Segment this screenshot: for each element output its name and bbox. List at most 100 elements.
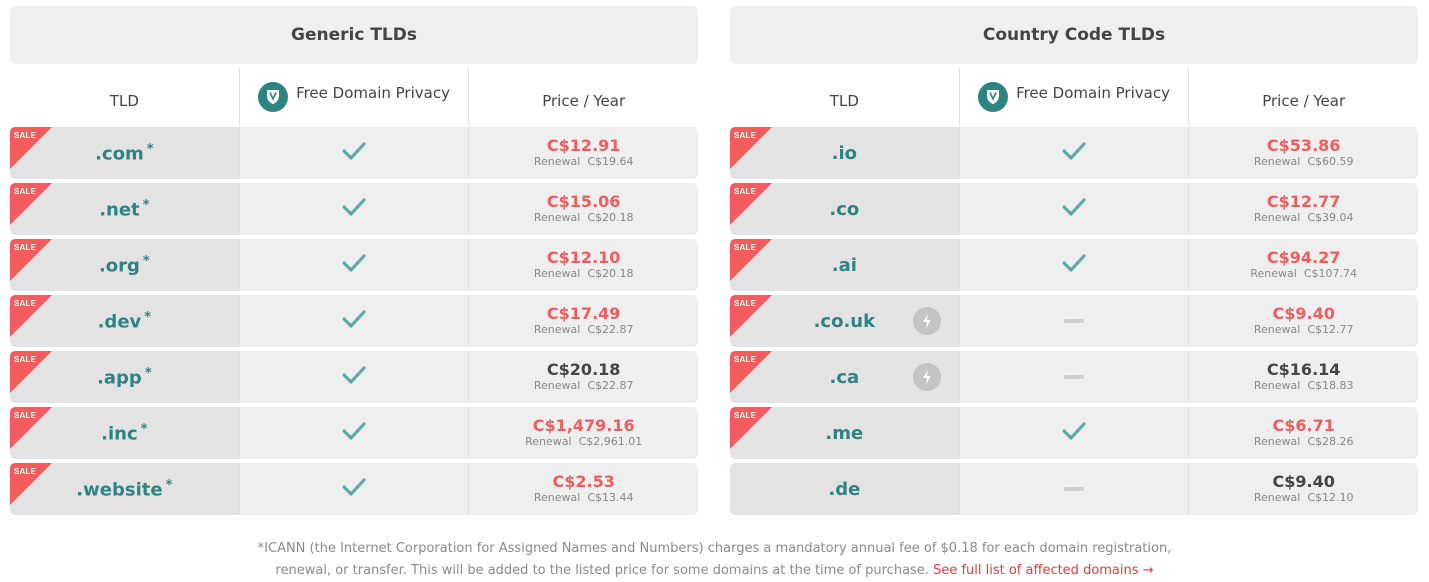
column-headers: TLD Free Domain Privacy Price / Year (10, 68, 698, 126)
sale-ribbon (10, 463, 52, 505)
table-row[interactable]: SALE .app * C$20.18 Renewal C$22.87 (10, 351, 698, 403)
tld-cell: SALE .com * (10, 127, 239, 179)
privacy-cell (238, 239, 470, 291)
renewal-price: Renewal C$20.18 (534, 267, 634, 281)
tld-name: .dev (97, 311, 142, 333)
renewal-price: Renewal C$22.87 (533, 322, 634, 337)
renewal-value: C$19.64 (587, 154, 634, 168)
renewal-price: Renewal C$13.44 (534, 491, 634, 505)
privacy-cell (238, 351, 470, 403)
tld-name: .me (825, 422, 864, 444)
tld-name: .de (828, 478, 861, 500)
country-code-tld-rows: SALE .io C$53.86 Renewal C$60.59 SALE .co C$12… (730, 127, 1418, 515)
tld-name: .com (95, 143, 144, 165)
tld-name-wrap: .app * (97, 366, 152, 388)
privacy-cell (958, 127, 1190, 179)
icann-asterisk: * (146, 141, 154, 157)
icann-asterisk: * (140, 421, 148, 437)
lightning-icon[interactable] (912, 363, 941, 391)
privacy-cell (238, 463, 470, 515)
tld-cell: SALE .co (730, 183, 959, 235)
renewal-label: Renewal (1250, 266, 1297, 280)
table-row[interactable]: SALE .dev * C$17.49 Renewal C$22.87 (10, 295, 698, 347)
sale-ribbon (730, 407, 772, 449)
tld-cell: SALE .inc * (10, 407, 239, 459)
tld-cell: SALE .net * (10, 183, 239, 235)
privacy-column-header: Free Domain Privacy (958, 68, 1190, 126)
tld-name: .app (97, 367, 142, 389)
country-code-tlds-panel: Country Code TLDs TLD Free Domain Privac… (730, 6, 1418, 519)
sale-ribbon (10, 295, 52, 337)
table-row[interactable]: SALE .co C$12.77 Renewal C$39.04 (730, 183, 1418, 235)
price-cell: C$12.91 Renewal C$19.64 (469, 127, 698, 179)
price: C$9.40 (1272, 304, 1335, 324)
renewal-price: Renewal C$12.10 (1254, 491, 1354, 505)
table-row[interactable]: SALE .org * C$12.10 Renewal C$20.18 (10, 239, 698, 291)
lightning-icon[interactable] (912, 307, 941, 335)
privacy-column-header: Free Domain Privacy (238, 68, 470, 126)
tld-name: .website (76, 479, 163, 501)
sale-ribbon (730, 183, 772, 225)
price-cell: C$12.10 Renewal C$20.18 (469, 239, 698, 291)
sale-ribbon (730, 295, 772, 337)
renewal-label: Renewal (1253, 154, 1301, 168)
tld-column-header: TLD (109, 92, 139, 110)
sale-label: SALE (734, 243, 757, 252)
privacy-column-label: Free Domain Privacy (296, 84, 450, 102)
table-row[interactable]: SALE .net * C$15.06 Renewal C$20.18 (10, 183, 698, 235)
table-row[interactable]: SALE .io C$53.86 Renewal C$60.59 (730, 127, 1418, 179)
table-row[interactable]: SALE .website * C$2.53 Renewal C$13.44 (10, 463, 698, 515)
affected-domains-link[interactable]: See full list of affected domains → (933, 563, 1154, 578)
table-row[interactable]: SALE .me C$6.71 Renewal C$28.26 (730, 407, 1418, 459)
price-cell: C$2.53 Renewal C$13.44 (469, 463, 698, 515)
tld-name: .ai (831, 254, 857, 276)
checkmark-icon (341, 477, 367, 501)
tld-name-wrap: .de (828, 479, 860, 500)
renewal-label: Renewal (533, 378, 581, 392)
checkmark-icon (1061, 197, 1087, 221)
price-cell: C$9.40 Renewal C$12.77 (1189, 295, 1418, 347)
table-row[interactable]: .de C$9.40 Renewal C$12.10 (730, 463, 1418, 515)
checkmark-icon (341, 309, 367, 333)
tld-name-wrap: .co (829, 199, 859, 220)
renewal-price: Renewal C$22.87 (533, 378, 634, 393)
renewal-price: Renewal C$60.59 (1253, 154, 1354, 169)
tld-name: .org (98, 255, 140, 277)
tld-name-wrap: .co.uk (814, 311, 876, 332)
renewal-label: Renewal (533, 322, 581, 336)
privacy-cell (958, 407, 1190, 459)
tld-name-wrap: .ca (830, 367, 860, 388)
privacy-column-label: Free Domain Privacy (1016, 84, 1170, 102)
checkmark-icon (341, 141, 367, 165)
renewal-label: Renewal (1253, 378, 1301, 392)
renewal-label: Renewal (525, 434, 572, 448)
renewal-price: Renewal C$12.77 (1254, 323, 1354, 337)
sale-label: SALE (14, 467, 37, 476)
tld-cell: SALE .ca (730, 351, 959, 403)
table-row[interactable]: SALE .ai C$94.27 Renewal C$107.74 (730, 239, 1418, 291)
price-block: C$2.53 Renewal C$13.44 (534, 473, 634, 504)
table-row[interactable]: SALE .com * C$12.91 Renewal C$19.64 (10, 127, 698, 179)
table-row[interactable]: SALE .inc * C$1,479.16 Renewal C$2,961.01 (10, 407, 698, 459)
shield-icon (978, 82, 1009, 112)
price-cell: C$9.40 Renewal C$12.10 (1189, 463, 1418, 515)
renewal-value: C$107.74 (1303, 266, 1357, 280)
price-cell: C$12.77 Renewal C$39.04 (1189, 183, 1418, 235)
price: C$15.06 (546, 192, 621, 212)
tld-name-wrap: .io (832, 143, 857, 164)
sale-label: SALE (14, 411, 37, 420)
dash-icon (1064, 375, 1084, 379)
renewal-label: Renewal (1253, 210, 1301, 224)
price: C$12.77 (1266, 192, 1341, 212)
table-row[interactable]: SALE .co.uk C$9.40 Renewal C$12.77 (730, 295, 1418, 347)
renewal-value: C$20.18 (587, 210, 634, 224)
checkmark-icon (1061, 141, 1087, 165)
sale-ribbon (10, 351, 52, 393)
table-row[interactable]: SALE .ca C$16.14 Renewal C$18.83 (730, 351, 1418, 403)
price-block: C$15.06 Renewal C$20.18 (534, 193, 634, 224)
price-column-header: Price / Year (1262, 92, 1346, 110)
tld-cell: SALE .me (730, 407, 959, 459)
tld-cell: SALE .co.uk (730, 295, 959, 347)
sale-ribbon (730, 127, 772, 169)
renewal-value: C$18.83 (1307, 378, 1354, 392)
